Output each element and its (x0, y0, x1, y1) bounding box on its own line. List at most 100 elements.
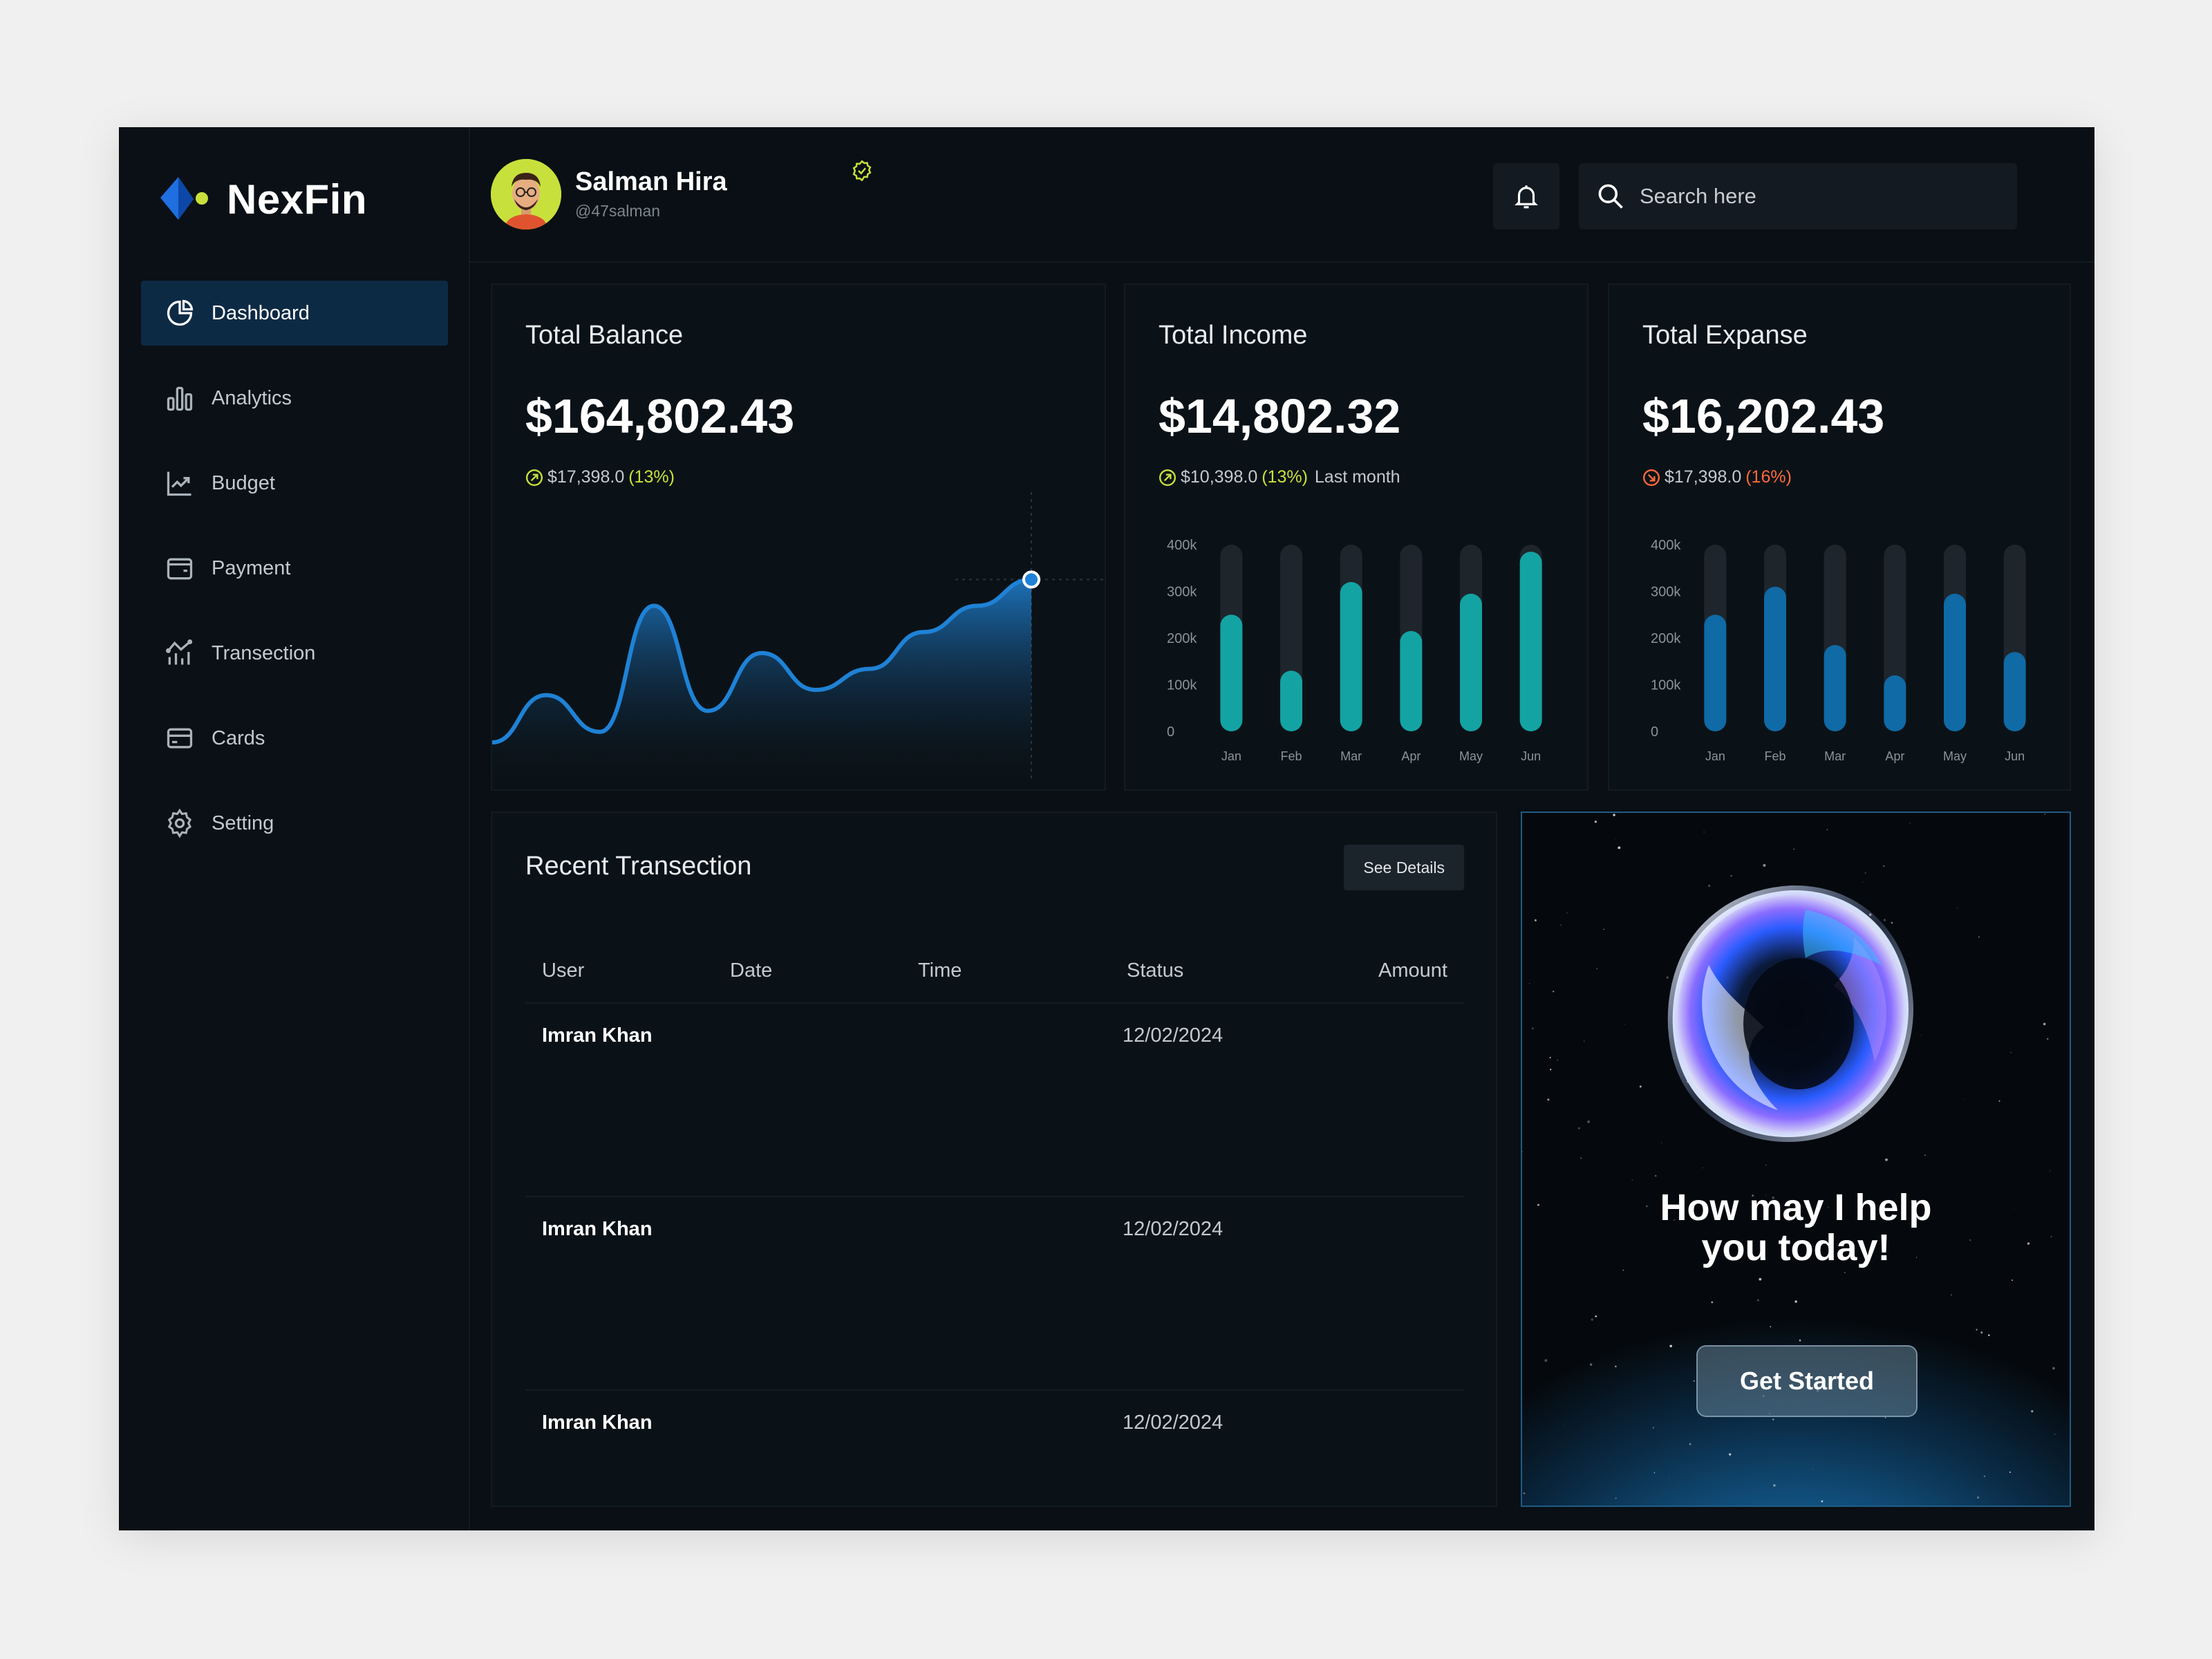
x-tick-label: Jun (2005, 749, 2025, 763)
row-status: 12/02/2024 (1123, 1024, 1224, 1047)
expense-delta: $17,398.0 (16%) (1642, 467, 1792, 487)
star (1924, 1154, 1926, 1156)
sidebar-item-label: Transection (212, 641, 316, 664)
star (1654, 1174, 1657, 1177)
star (1844, 1271, 1846, 1274)
star (1763, 1395, 1765, 1397)
column-header-user[interactable]: User (542, 959, 585, 982)
delta-percent: (13%) (628, 467, 675, 487)
column-header-amount[interactable]: Amount (1378, 959, 1447, 982)
star (1531, 1027, 1534, 1030)
x-tick-label: May (1943, 749, 1967, 763)
expense-value: $16,202.43 (1642, 389, 1885, 443)
column-header-status[interactable]: Status (1127, 959, 1184, 982)
star (1998, 1100, 2000, 1102)
star (1560, 924, 1562, 926)
star (1864, 872, 1866, 874)
search-input[interactable] (1640, 184, 1999, 209)
x-tick-label: Feb (1764, 749, 1785, 763)
search-bar[interactable] (1579, 163, 2017, 229)
star (1799, 1339, 1801, 1342)
star (2009, 1471, 2011, 1473)
assistant-heading: How may I help you today! (1522, 1188, 2070, 1268)
star (1794, 1300, 1797, 1303)
sidebar-item-analytics[interactable]: Analytics (141, 366, 448, 431)
star (1770, 1326, 1772, 1328)
sidebar-item-transection[interactable]: Transection (141, 621, 448, 686)
bar-chart-icon (165, 383, 195, 413)
star (1557, 1060, 1558, 1061)
star (1537, 1203, 1539, 1206)
balance-area-chart (492, 492, 1105, 782)
verified-badge-icon (852, 160, 872, 181)
table-row[interactable]: Imran Khan 12/02/2024 (525, 1197, 1464, 1391)
get-started-button[interactable]: Get Started (1696, 1345, 1918, 1417)
column-header-date[interactable]: Date (730, 959, 773, 982)
see-details-button[interactable]: See Details (1344, 845, 1464, 890)
star (1920, 1035, 1922, 1036)
star (1689, 1443, 1691, 1445)
delta-suffix: Last month (1314, 467, 1400, 487)
delta-percent: (13%) (1262, 467, 1308, 487)
balance-value: $164,802.43 (525, 389, 795, 443)
star (1763, 863, 1766, 867)
star (1529, 983, 1530, 984)
star (2052, 1367, 2055, 1370)
sidebar-item-payment[interactable]: Payment (141, 536, 448, 601)
table-header: User Date Time Status Amount (525, 951, 1464, 1004)
star (1826, 829, 1828, 831)
trend-up-icon (525, 469, 543, 486)
sidebar-item-setting[interactable]: Setting (141, 791, 448, 856)
table-row[interactable]: Imran Khan 12/02/2024 (525, 1004, 1464, 1197)
y-tick-label: 100k (1167, 678, 1197, 693)
table-row[interactable]: Imran Khan 12/02/2024 (525, 1391, 1464, 1530)
star (1708, 884, 1711, 887)
wallet-icon (165, 553, 195, 583)
user-name: Salman Hira (575, 167, 727, 196)
sidebar-item-label: Cards (212, 727, 265, 749)
star (1977, 1496, 1980, 1499)
income-bar-chart: 0 100k 200k 300k 400k Jan Feb Mar Apr May Jun (1167, 538, 1542, 763)
bar (1400, 630, 1423, 731)
star (1523, 1492, 1526, 1494)
y-tick-label: 200k (1651, 631, 1681, 646)
y-tick-label: 400k (1651, 538, 1681, 553)
y-tick-label: 100k (1651, 678, 1681, 693)
y-tick-label: 300k (1651, 585, 1681, 600)
sidebar-item-cards[interactable]: Cards (141, 706, 448, 771)
star (1983, 1475, 1985, 1477)
star (1756, 1299, 1759, 1302)
star (1577, 1127, 1580, 1130)
income-delta: $10,398.0 (13%) Last month (1159, 467, 1400, 487)
star (1534, 919, 1537, 921)
row-user: Imran Khan (542, 1024, 653, 1047)
y-tick-label: 0 (1167, 724, 1174, 740)
row-status: 12/02/2024 (1123, 1412, 1224, 1434)
bar (1764, 586, 1786, 731)
star (1549, 1056, 1551, 1058)
star (2010, 1051, 2012, 1053)
sidebar-item-label: Budget (212, 471, 275, 494)
income-value: $14,802.32 (1159, 389, 1401, 443)
sidebar-item-dashboard[interactable]: Dashboard (141, 281, 448, 346)
card-title: Total Balance (525, 321, 684, 350)
expense-bar-chart: 0 100k 200k 300k 400k Jan Feb Mar Apr May Jun (1651, 538, 2026, 763)
logo[interactable]: NexFin (158, 171, 367, 227)
x-tick-label: Feb (1280, 749, 1302, 763)
notification-button[interactable] (1493, 163, 1559, 229)
avatar[interactable] (491, 159, 561, 229)
x-tick-label: Jan (1705, 749, 1725, 763)
star (1550, 1069, 1552, 1071)
total-balance-card: Total Balance $164,802.43 $17,398.0 (13%… (491, 283, 1106, 791)
y-tick-label: 300k (1167, 585, 1197, 600)
star (2027, 1242, 2030, 1245)
star (1553, 991, 1555, 993)
column-header-time[interactable]: Time (918, 959, 962, 982)
star (1615, 1497, 1617, 1499)
assistant-heading-line1: How may I help (1660, 1187, 1932, 1228)
recent-transactions-card: Recent Transection See Details User Date… (491, 812, 1497, 1507)
star (1821, 1500, 1824, 1503)
sidebar-item-label: Dashboard (212, 301, 310, 324)
sidebar: NexFin Dashboard Analytics Budget (119, 127, 470, 1530)
sidebar-item-budget[interactable]: Budget (141, 451, 448, 516)
